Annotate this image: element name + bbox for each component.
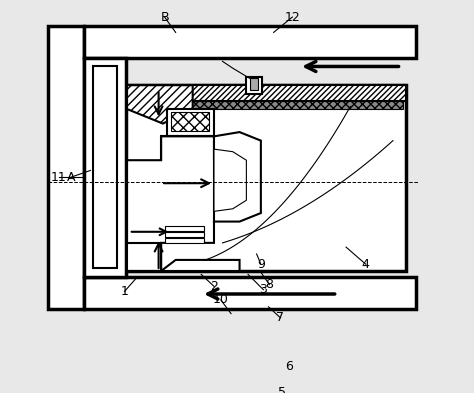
Bar — [161, 136, 214, 160]
Bar — [125, 85, 406, 271]
Text: 1: 1 — [120, 285, 128, 298]
Bar — [165, 238, 204, 243]
Bar — [127, 101, 403, 109]
Text: 2: 2 — [210, 280, 218, 293]
Text: B: B — [160, 11, 169, 24]
Text: 3: 3 — [259, 283, 267, 296]
Polygon shape — [127, 136, 235, 271]
Bar — [167, 109, 214, 136]
Bar — [165, 226, 204, 231]
Bar — [83, 26, 416, 58]
Polygon shape — [214, 132, 261, 222]
Text: 9: 9 — [257, 258, 265, 271]
Bar — [250, 78, 258, 90]
Bar — [48, 26, 83, 309]
Text: A: A — [66, 171, 75, 184]
Bar — [125, 85, 406, 101]
Text: 6: 6 — [285, 360, 293, 373]
Bar — [172, 112, 209, 131]
Text: 12: 12 — [284, 11, 300, 24]
Bar — [246, 77, 262, 94]
Text: 4: 4 — [362, 258, 370, 271]
Polygon shape — [127, 85, 193, 123]
Text: 11: 11 — [51, 171, 67, 184]
Polygon shape — [127, 260, 239, 271]
Bar — [83, 277, 416, 309]
Text: 7: 7 — [276, 311, 284, 324]
Text: 5: 5 — [278, 386, 286, 393]
Polygon shape — [125, 85, 406, 101]
Polygon shape — [214, 149, 246, 211]
Text: 8: 8 — [265, 278, 273, 291]
Text: 10: 10 — [213, 294, 229, 307]
Bar — [165, 232, 204, 237]
Bar — [165, 139, 210, 156]
Bar — [93, 66, 117, 268]
Bar — [127, 243, 161, 271]
Bar — [83, 58, 126, 277]
